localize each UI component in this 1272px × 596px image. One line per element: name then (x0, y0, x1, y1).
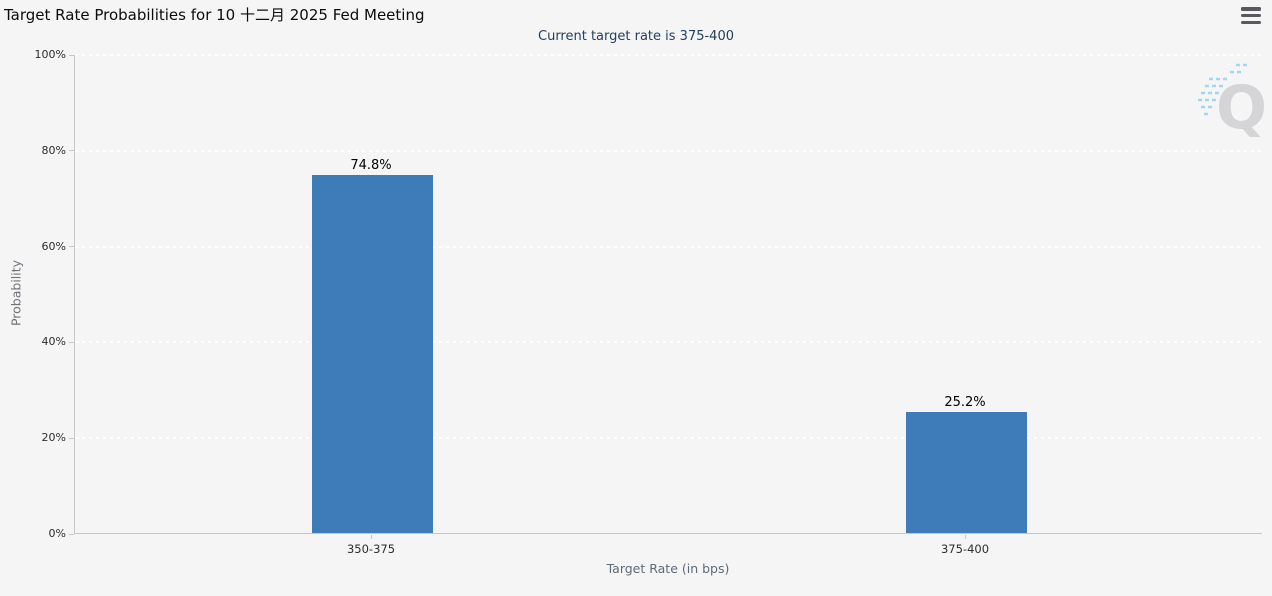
chart-subtitle: Current target rate is 375-400 (538, 29, 734, 44)
y-tick-label: 40% (41, 335, 66, 349)
x-tick-label: 375-400 (940, 542, 990, 556)
y-tick-mark (69, 341, 74, 343)
bar-value-label: 25.2% (944, 395, 986, 411)
x-tick-label: 350-375 (346, 542, 396, 556)
y-axis-title: Probability (8, 259, 24, 327)
y-tick-mark (69, 246, 74, 248)
plot-area (74, 54, 1262, 534)
bar-350-375[interactable] (311, 174, 433, 533)
gridline-100 (75, 54, 1262, 56)
y-tick-label: 0% (48, 527, 66, 540)
gridline-20 (75, 437, 1262, 440)
y-tick-label: 60% (41, 239, 66, 253)
y-tick-mark (69, 533, 74, 535)
gridline-80 (75, 149, 1262, 152)
x-axis-title: Target Rate (in bps) (606, 561, 730, 576)
chart-context-menu-button[interactable] (1241, 7, 1261, 24)
page-title: Target Rate Probabilities for 10 十二月 202… (4, 6, 425, 24)
gridline-60 (75, 245, 1262, 248)
hamburger-menu-icon (1241, 13, 1261, 18)
hamburger-menu-icon (1241, 20, 1261, 24)
gridline-40 (75, 341, 1262, 344)
y-tick-mark (69, 437, 74, 439)
x-tick-mark (371, 535, 372, 539)
y-tick-label: 100% (34, 48, 66, 61)
y-tick-label: 20% (41, 431, 66, 445)
bar-375-400[interactable] (905, 412, 1027, 533)
hamburger-menu-icon (1241, 7, 1261, 11)
y-tick-label: 80% (41, 143, 66, 157)
x-tick-mark (965, 535, 966, 539)
bar-value-label: 74.8% (350, 157, 392, 173)
y-tick-mark (69, 150, 74, 152)
y-tick-mark (69, 54, 74, 56)
